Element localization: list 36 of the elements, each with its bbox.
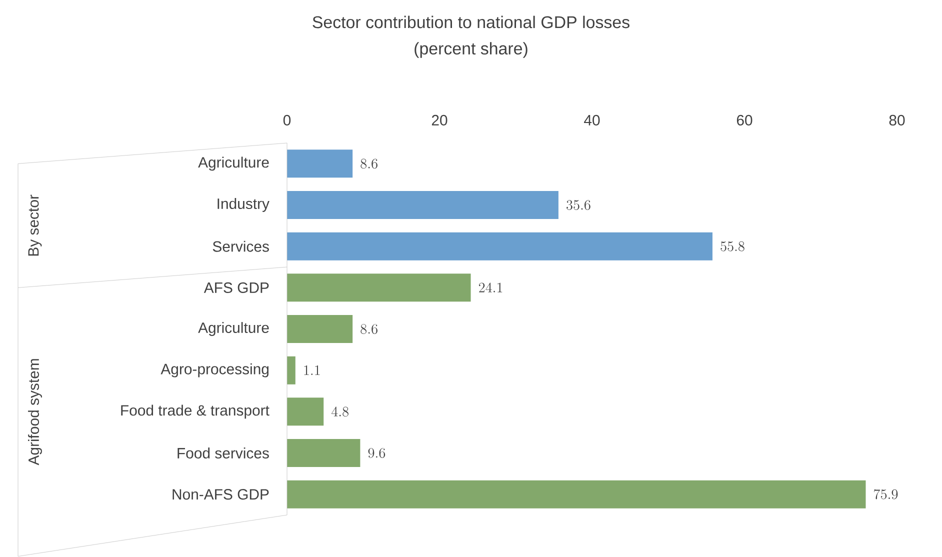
chart-subtitle: (percent share) [414,42,528,58]
text: By sector [28,195,42,256]
x-tick-label: 0 [283,115,291,126]
y-tick-label: Agriculture [198,322,269,336]
x-tick-label: 80 [889,115,905,126]
bar [287,232,712,261]
bar [287,398,324,426]
y-tick-label: Agro-processing [160,364,269,378]
y-tick-label: AFS GDP [204,282,269,294]
chart-title: Sector contribution to national GDP losses [312,16,630,28]
data-label: 8.6 [360,324,378,334]
y-tick-label: Non-AFS GDP [172,489,269,500]
y-tick-label: Food services [178,448,269,459]
data-label: 55.8 [720,242,744,252]
bar [287,150,353,178]
data-label: 4.8 [332,406,348,417]
bar [287,274,471,302]
x-tick-label: 40 [584,115,600,126]
bar [287,191,558,220]
text: Agrifood system [28,359,42,466]
x-tick-label: 20 [432,115,448,126]
y-tick-label: Industry [218,198,270,212]
data-label: 35.6 [566,200,590,210]
bar [287,439,360,468]
bar [287,315,353,344]
y-tick-label: Food trade & transport [121,404,270,419]
data-label: 9.6 [368,448,386,458]
y-tick-label: Services [212,241,269,252]
bar [287,356,296,385]
data-label: 1 . 1 [304,366,320,376]
data-label: 24. 1 [478,282,502,293]
x-tick-label: 60 [736,115,752,126]
data-label: 75.9 [874,489,898,500]
y-tick-label: Agriculture [198,156,269,171]
bar [287,480,866,509]
data-label: 8.6 [360,159,378,169]
